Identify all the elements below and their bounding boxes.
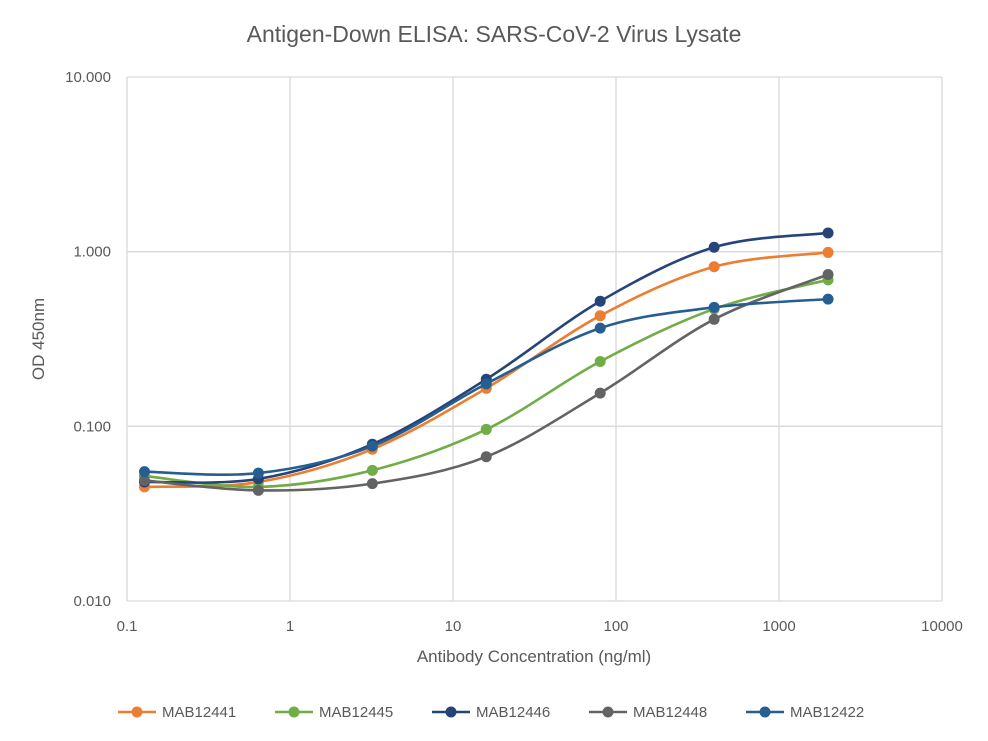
data-point-mab12448 bbox=[480, 451, 492, 463]
x-axis-ticks: 0.1 1 10 100 1000 10000 bbox=[117, 618, 963, 635]
x-tick-label: 1000 bbox=[762, 618, 795, 635]
data-point-mab12446 bbox=[594, 295, 606, 307]
data-point-mab12441 bbox=[708, 261, 720, 273]
series-mab12448 bbox=[138, 269, 834, 496]
legend: MAB12441 MAB12445 MAB12446 MAB12448 MAB12422 bbox=[118, 704, 864, 721]
data-point-mab12441 bbox=[822, 246, 834, 258]
data-point-mab12448 bbox=[252, 484, 264, 496]
legend-item-mab12441: MAB12441 bbox=[118, 704, 236, 721]
legend-swatch-marker bbox=[288, 706, 300, 718]
data-point-mab12448 bbox=[708, 313, 720, 325]
legend-item-mab12448: MAB12448 bbox=[589, 704, 707, 721]
y-tick-label: 10.000 bbox=[65, 69, 111, 86]
data-point-mab12448 bbox=[594, 387, 606, 399]
x-tick-label: 10000 bbox=[921, 618, 963, 635]
data-point-mab12448 bbox=[366, 478, 378, 490]
legend-swatch-marker bbox=[445, 706, 457, 718]
y-axis-label: OD 450nm bbox=[29, 298, 48, 380]
y-tick-label: 0.100 bbox=[73, 418, 111, 435]
grid bbox=[126, 76, 943, 602]
legend-label: MAB12422 bbox=[790, 704, 864, 721]
legend-label: MAB12445 bbox=[319, 704, 393, 721]
data-point-mab12422 bbox=[366, 440, 378, 452]
legend-swatch-marker bbox=[602, 706, 614, 718]
x-tick-label: 10 bbox=[445, 618, 462, 635]
data-point-mab12422 bbox=[594, 322, 606, 334]
chart-title: Antigen-Down ELISA: SARS-CoV-2 Virus Lys… bbox=[247, 21, 742, 47]
data-point-mab12445 bbox=[480, 423, 492, 435]
x-axis-label: Antibody Concentration (ng/ml) bbox=[417, 647, 651, 666]
y-tick-label: 0.010 bbox=[73, 593, 111, 610]
legend-item-mab12446: MAB12446 bbox=[432, 704, 550, 721]
legend-item-mab12422: MAB12422 bbox=[746, 704, 864, 721]
series-mab12422 bbox=[138, 293, 834, 479]
data-point-mab12422 bbox=[822, 293, 834, 305]
legend-label: MAB12448 bbox=[633, 704, 707, 721]
data-point-mab12422 bbox=[480, 378, 492, 390]
series-mab12446 bbox=[138, 227, 834, 488]
data-point-mab12422 bbox=[708, 301, 720, 313]
x-tick-label: 0.1 bbox=[117, 618, 138, 635]
legend-label: MAB12446 bbox=[476, 704, 550, 721]
legend-item-mab12445: MAB12445 bbox=[275, 704, 393, 721]
data-point-mab12448 bbox=[822, 269, 834, 281]
legend-swatch-marker bbox=[131, 706, 143, 718]
legend-swatch-marker bbox=[759, 706, 771, 718]
data-point-mab12446 bbox=[708, 241, 720, 253]
y-tick-label: 1.000 bbox=[73, 244, 111, 261]
data-point-mab12422 bbox=[138, 466, 150, 478]
series-group bbox=[138, 227, 834, 496]
legend-label: MAB12441 bbox=[162, 704, 236, 721]
x-tick-label: 100 bbox=[603, 618, 628, 635]
x-tick-label: 1 bbox=[286, 618, 294, 635]
y-axis-ticks: 0.010 0.100 1.000 10.000 bbox=[65, 69, 111, 610]
data-point-mab12445 bbox=[366, 464, 378, 476]
data-point-mab12445 bbox=[594, 356, 606, 368]
data-point-mab12422 bbox=[252, 467, 264, 479]
series-line-mab12446 bbox=[144, 231, 829, 484]
data-point-mab12441 bbox=[594, 310, 606, 322]
data-point-mab12448 bbox=[138, 474, 150, 486]
data-point-mab12446 bbox=[822, 227, 834, 239]
